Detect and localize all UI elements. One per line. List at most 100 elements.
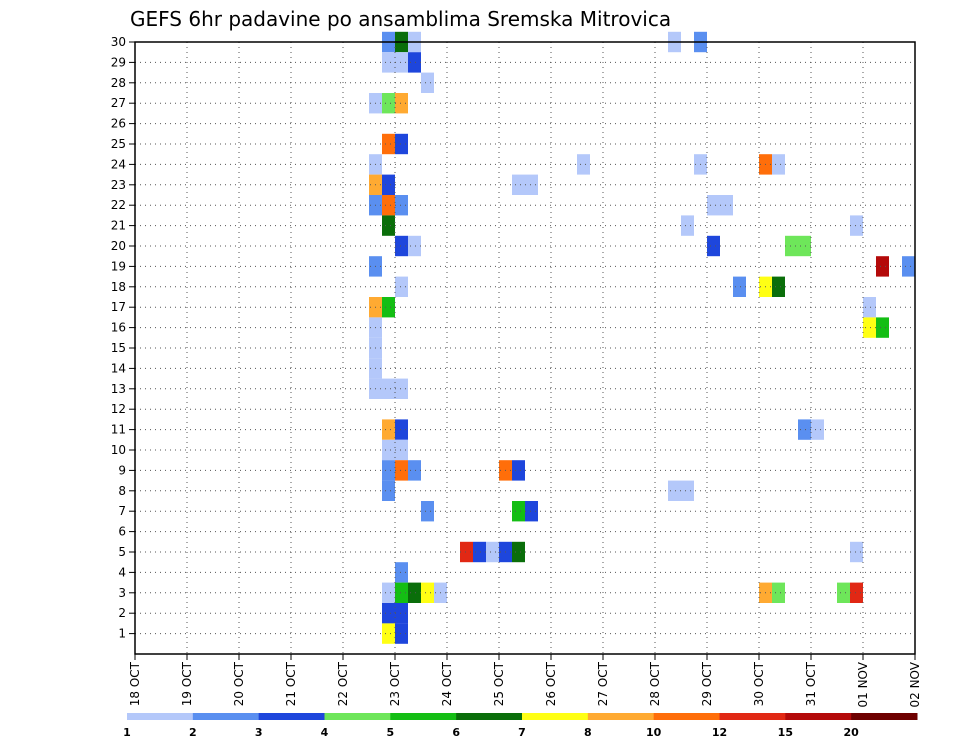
heatmap-cell	[382, 603, 395, 624]
y-tick-label: 1	[118, 627, 126, 641]
y-tick-label: 11	[111, 423, 126, 437]
y-tick-label: 19	[111, 259, 126, 273]
colorbar-label: 6	[452, 726, 460, 739]
heatmap-cell	[395, 235, 408, 257]
heatmap-cell	[681, 215, 694, 236]
heatmap-cell	[382, 460, 395, 481]
heatmap-cell	[395, 195, 408, 216]
heatmap-cell	[395, 603, 408, 624]
y-tick-label: 14	[111, 361, 126, 375]
heatmap-cell	[382, 93, 395, 114]
heatmap-cell	[863, 297, 876, 318]
y-tick-label: 2	[118, 606, 126, 620]
heatmap-cell	[395, 419, 408, 440]
heatmap-cell	[382, 215, 395, 236]
heatmap-cell	[772, 276, 785, 297]
y-tick-label: 22	[111, 198, 126, 212]
colorbar-swatch	[127, 713, 194, 720]
colorbar-label: 20	[844, 726, 860, 739]
heatmap-cell	[707, 195, 720, 216]
heatmap-cell	[837, 582, 850, 603]
heatmap-cell	[733, 276, 746, 297]
x-axis: 18 OCT 19 OCT 20 OCT 21 OCT 22 OCT 23 OCT 24 O…	[128, 654, 922, 708]
heatmap-cell	[408, 52, 421, 73]
heatmap-cell	[421, 582, 434, 603]
heatmap-cell	[577, 154, 590, 175]
heatmap-cell	[473, 541, 486, 563]
heatmap-cell	[421, 501, 434, 522]
heatmap-cell	[408, 582, 421, 603]
y-tick-label: 3	[118, 586, 126, 600]
x-tick-label: 28 OCT	[648, 661, 662, 706]
heatmap-cell	[681, 480, 694, 501]
colorbar-swatch	[653, 713, 720, 720]
y-tick-label: 6	[118, 525, 126, 539]
heatmap-cell	[460, 541, 473, 563]
colorbar-legend: 1 2 3 4 5 6 7 8 10 12 15 20	[123, 713, 918, 739]
y-tick-label: 24	[111, 157, 126, 171]
heatmap-cell	[772, 582, 785, 603]
y-tick-label: 25	[111, 137, 126, 151]
x-tick-label: 29 OCT	[700, 661, 714, 706]
heatmap-cell	[512, 460, 525, 481]
x-tick-label: 30 OCT	[752, 661, 766, 706]
heatmap-cell	[798, 235, 811, 257]
y-tick-label: 10	[111, 443, 126, 457]
y-tick-label: 8	[118, 484, 126, 498]
colorbar-swatch	[522, 713, 589, 720]
heatmap-cells	[369, 31, 915, 644]
heatmap-cell	[382, 419, 395, 440]
heatmap-cell	[382, 623, 395, 644]
gridlines	[135, 41, 915, 654]
colorbar-label: 5	[387, 726, 395, 739]
heatmap-cell	[512, 174, 525, 195]
y-tick-label: 16	[111, 321, 126, 335]
x-tick-label: 20 OCT	[232, 661, 246, 706]
colorbar-swatch	[192, 713, 260, 720]
y-tick-label: 15	[111, 341, 126, 355]
heatmap-cell	[525, 501, 538, 522]
colorbar-swatch	[587, 713, 655, 720]
heatmap-cell	[395, 133, 408, 155]
heatmap-cell	[512, 541, 525, 563]
x-tick-label: 18 OCT	[128, 661, 142, 706]
y-tick-label: 9	[118, 463, 126, 477]
colorbar-label: 7	[518, 726, 526, 739]
heatmap-cell	[395, 439, 408, 461]
heatmap-cell	[876, 256, 889, 277]
y-tick-label: 26	[111, 117, 126, 131]
colorbar-label: 12	[712, 726, 727, 739]
y-tick-label: 18	[111, 280, 126, 294]
heatmap-cell	[785, 235, 798, 257]
y-tick-label: 5	[118, 545, 126, 559]
colorbar-label: 3	[255, 726, 263, 739]
colorbar-label: 15	[778, 726, 793, 739]
y-tick-label: 4	[118, 565, 126, 579]
colorbar-swatch	[258, 713, 325, 720]
x-tick-label: 21 OCT	[284, 661, 298, 706]
heatmap-cell	[395, 93, 408, 114]
heatmap-cell	[863, 317, 876, 338]
chart-title: GEFS 6hr padavine po ansamblima Sremska …	[130, 7, 671, 31]
heatmap-cell	[382, 439, 395, 461]
heatmap-cell	[902, 256, 915, 277]
heatmap-cell	[707, 235, 720, 257]
heatmap-cell	[395, 623, 408, 644]
heatmap-cell	[876, 317, 889, 338]
y-tick-label: 13	[111, 382, 126, 396]
colorbar-swatch	[390, 713, 457, 720]
heatmap-cell	[382, 297, 395, 318]
x-tick-label: 22 OCT	[336, 661, 350, 706]
colorbar-swatch	[785, 713, 852, 720]
colorbar-label: 10	[646, 726, 662, 739]
heatmap-cell	[382, 174, 395, 195]
heatmap-cell	[772, 154, 785, 175]
colorbar-swatch	[719, 713, 786, 720]
heatmap-cell	[395, 378, 408, 399]
heatmap-cell	[395, 582, 408, 603]
y-tick-label: 17	[111, 300, 126, 314]
x-tick-label: 24 OCT	[440, 661, 454, 706]
x-tick-label: 01 NOV	[856, 661, 870, 707]
heatmap-cell	[382, 582, 395, 603]
heatmap-cell	[525, 174, 538, 195]
